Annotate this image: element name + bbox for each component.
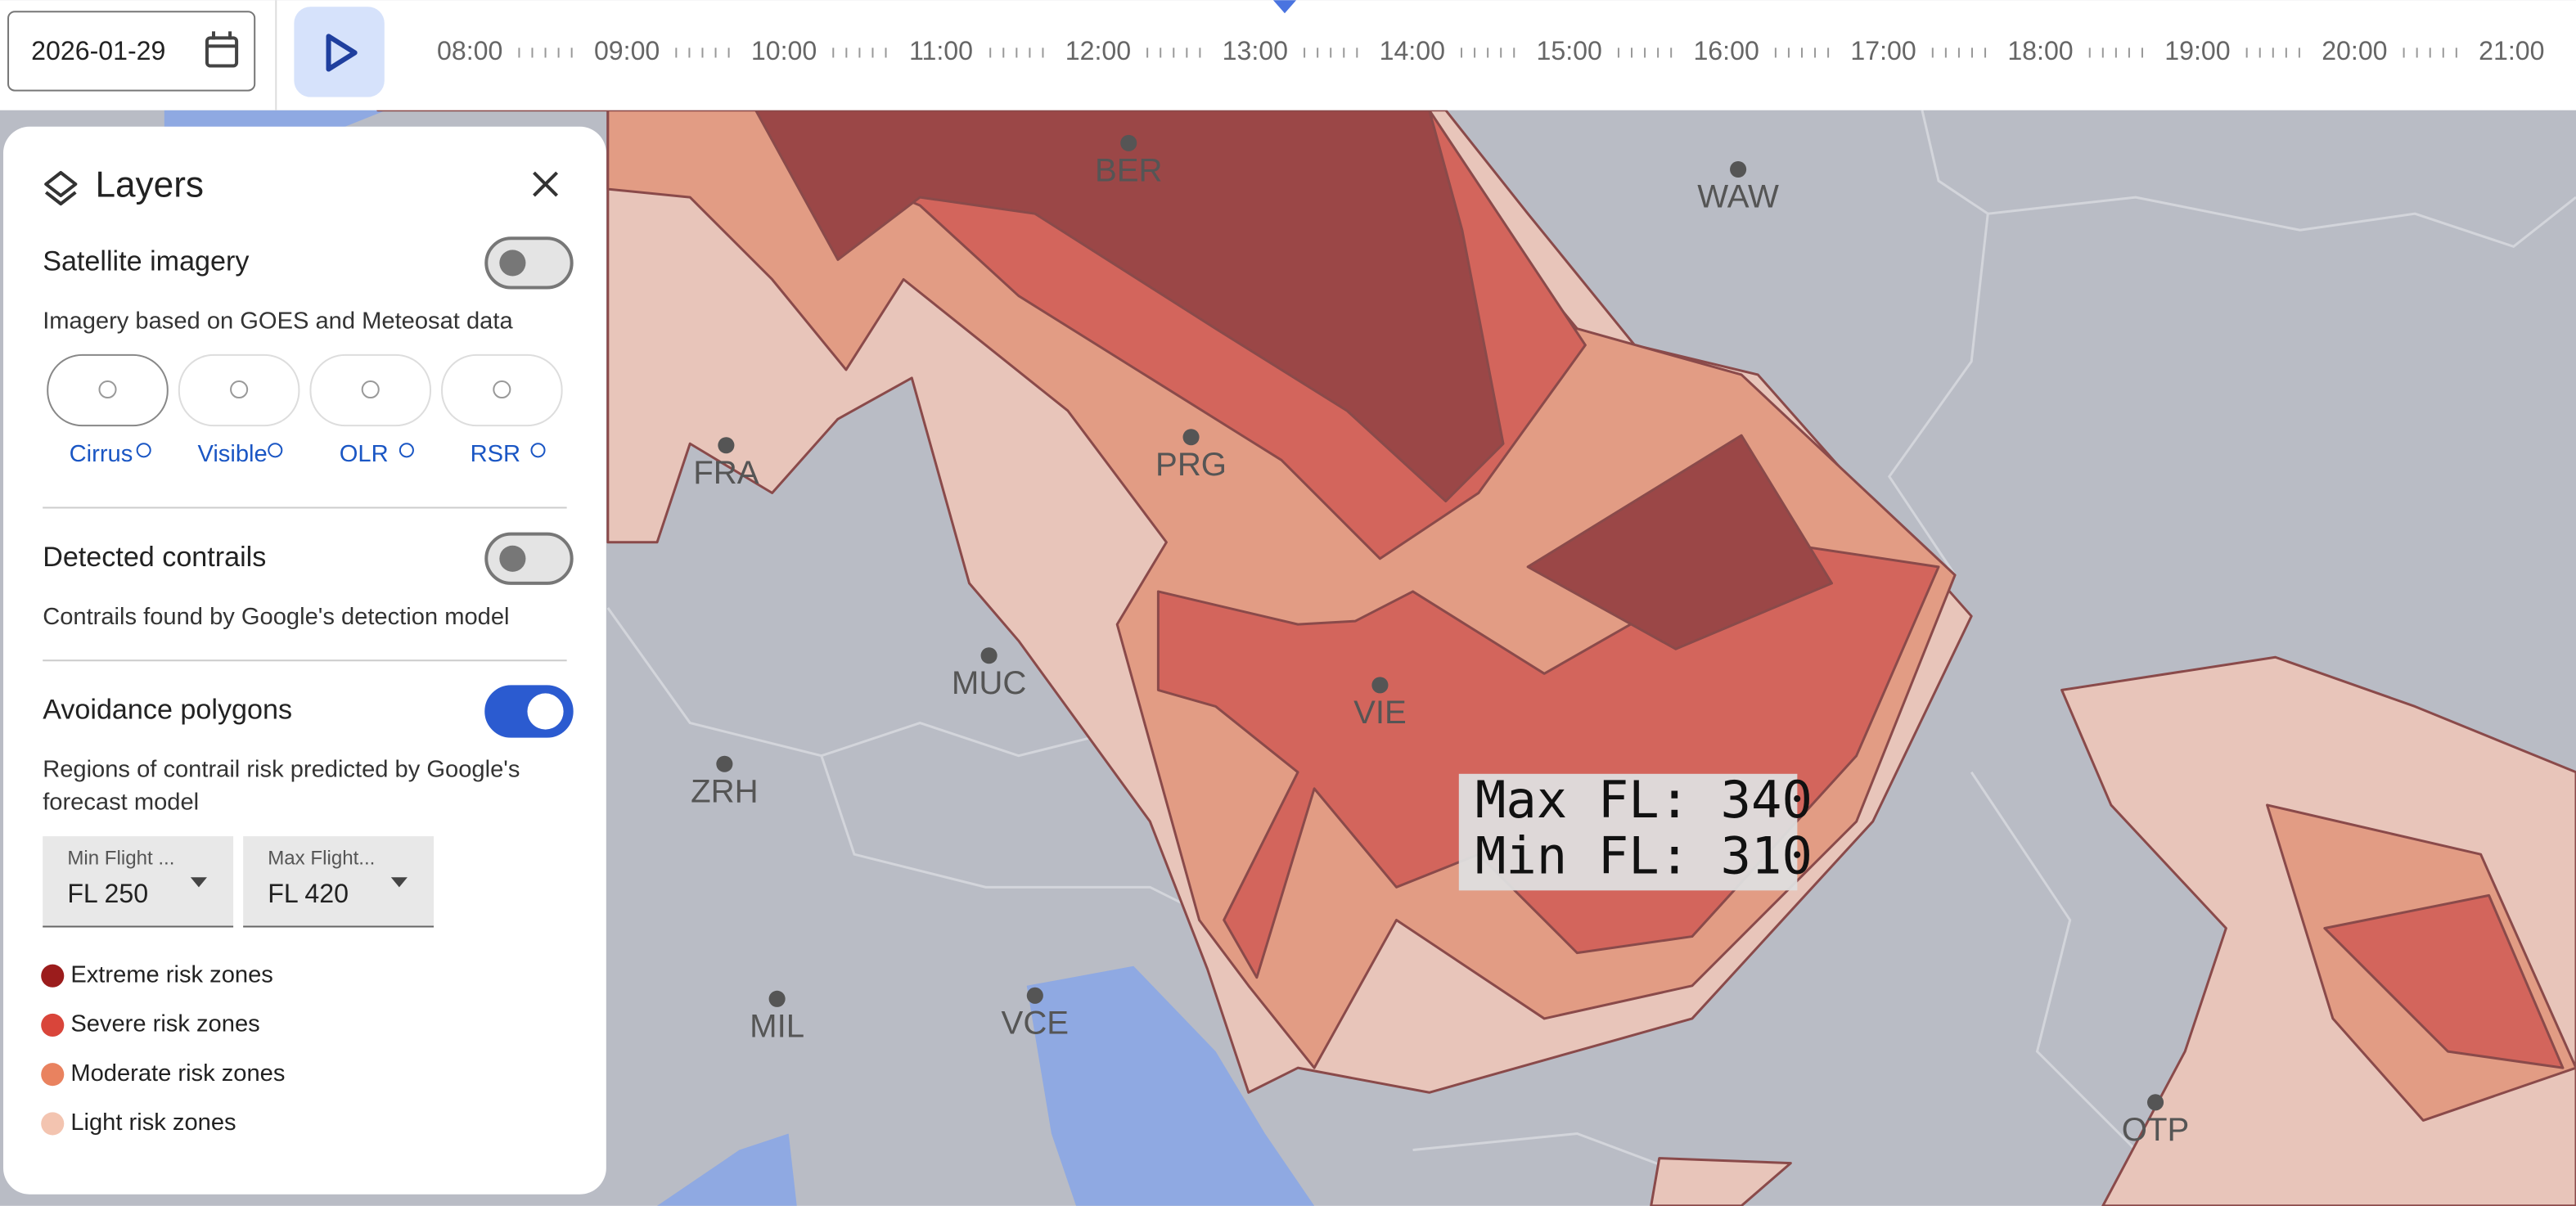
option-icon xyxy=(98,380,117,399)
hour-label[interactable]: 08:00 xyxy=(437,36,502,65)
section-description: Regions of contrail risk predicted by Go… xyxy=(43,756,520,782)
layers-icon xyxy=(44,170,78,206)
hour-label[interactable]: 15:00 xyxy=(1537,36,1602,65)
select-arrow xyxy=(390,877,408,888)
hour-label[interactable]: 21:00 xyxy=(2479,36,2544,65)
panel-title: Layers xyxy=(95,165,204,205)
airport-label: PRG xyxy=(1155,446,1227,483)
airports: BER WAW FRA PRG MUC VIE ZRH MIL VCE OTP xyxy=(691,134,2190,1148)
select-label: Max Flight... xyxy=(268,848,375,870)
airport-dot xyxy=(718,437,735,454)
section-description: forecast model xyxy=(43,790,199,816)
airport-label: MIL xyxy=(750,1008,804,1045)
imagery-option[interactable] xyxy=(441,353,563,427)
imagery-option[interactable] xyxy=(47,353,169,427)
tooltip-box xyxy=(1458,773,1798,891)
section-description: Imagery based on GOES and Meteosat data xyxy=(43,308,513,334)
legend-swatch xyxy=(41,1063,65,1087)
hour-label[interactable]: 09:00 xyxy=(594,36,660,65)
option-label: Visible xyxy=(197,441,267,467)
hour-label[interactable]: 17:00 xyxy=(1850,36,1916,65)
airport-dot xyxy=(1120,134,1137,151)
toggle-knob xyxy=(527,693,564,730)
airport-label: WAW xyxy=(1697,178,1779,215)
hour-label[interactable]: 16:00 xyxy=(1693,36,1759,65)
airport-label: VCE xyxy=(1002,1005,1070,1042)
hour-label[interactable]: 10:00 xyxy=(751,36,817,65)
hour-label[interactable]: 19:00 xyxy=(2164,36,2230,65)
section-label: Avoidance polygons xyxy=(43,695,292,726)
info-icon xyxy=(268,443,283,458)
hour-label[interactable]: 13:00 xyxy=(1223,36,1288,65)
time-marker[interactable] xyxy=(1272,0,1297,14)
option-label: Cirrus xyxy=(70,441,133,467)
legend-swatch xyxy=(41,1013,65,1037)
imagery-option[interactable] xyxy=(178,353,300,427)
airport-label: ZRH xyxy=(691,772,758,809)
legend-label: Severe risk zones xyxy=(70,1011,259,1037)
airport-label: BER xyxy=(1095,152,1163,189)
airport-label: OTP xyxy=(2122,1111,2190,1148)
close-button[interactable] xyxy=(533,171,559,197)
airport-dot xyxy=(2147,1094,2164,1111)
select-label: Min Flight ... xyxy=(67,848,174,870)
info-icon xyxy=(530,443,546,458)
play-button[interactable] xyxy=(294,7,385,97)
airport-dot xyxy=(1371,677,1389,694)
date-field[interactable] xyxy=(7,11,256,92)
option-label: OLR xyxy=(340,441,389,467)
airport-dot xyxy=(716,755,733,772)
borders xyxy=(606,110,2576,1206)
toggle[interactable] xyxy=(484,532,574,585)
airport-dot xyxy=(1730,160,1747,178)
section-description: Contrails found by Google's detection mo… xyxy=(43,604,509,630)
legend-swatch xyxy=(41,1112,65,1136)
airport-label: VIE xyxy=(1353,694,1407,731)
date-text: 2026-01-29 xyxy=(31,36,165,65)
section-label: Satellite imagery xyxy=(43,245,249,277)
hour-label[interactable]: 20:00 xyxy=(2322,36,2387,65)
imagery-option[interactable] xyxy=(309,353,432,427)
hour-label[interactable]: 14:00 xyxy=(1380,36,1445,65)
toggle-knob xyxy=(499,545,526,572)
tooltip-text: Max FL: 340 xyxy=(1475,770,1813,830)
legend-label: Light risk zones xyxy=(70,1109,236,1136)
legend-swatch xyxy=(41,964,65,988)
option-label: RSR xyxy=(471,441,520,467)
airport-dot xyxy=(1026,987,1043,1004)
info-icon xyxy=(399,443,414,458)
select-value: FL 250 xyxy=(67,879,148,908)
option-icon xyxy=(493,380,511,399)
legend-label: Extreme risk zones xyxy=(70,961,273,988)
airport-dot xyxy=(768,990,786,1007)
select-arrow xyxy=(190,877,207,888)
airport-dot xyxy=(1182,429,1200,446)
section-label: Detected contrails xyxy=(43,542,266,573)
option-icon xyxy=(361,380,380,399)
airport-dot xyxy=(980,647,998,664)
info-icon xyxy=(136,443,151,458)
toolbar xyxy=(0,0,2576,110)
hour-label[interactable]: 18:00 xyxy=(2007,36,2073,65)
panel-content: Satellite imagery Imagery based on GOES a… xyxy=(41,236,574,1136)
hour-label[interactable]: 11:00 xyxy=(909,36,973,65)
select-value: FL 420 xyxy=(268,879,349,908)
toggle[interactable] xyxy=(484,236,574,290)
calendar-icon[interactable] xyxy=(205,31,239,68)
timeline: 08:00 09:00 10:00 11:00 12:00 13:00 14:00 15:00… xyxy=(437,36,2544,65)
tooltip-text: Min FL: 310 xyxy=(1475,826,1813,885)
airport-label: FRA xyxy=(693,454,759,491)
legend-label: Moderate risk zones xyxy=(70,1060,285,1087)
airport-label: MUC xyxy=(952,664,1026,701)
toggle-knob xyxy=(499,250,526,277)
option-icon xyxy=(230,380,249,399)
hour-label[interactable]: 12:00 xyxy=(1065,36,1131,65)
play-icon xyxy=(326,34,358,72)
